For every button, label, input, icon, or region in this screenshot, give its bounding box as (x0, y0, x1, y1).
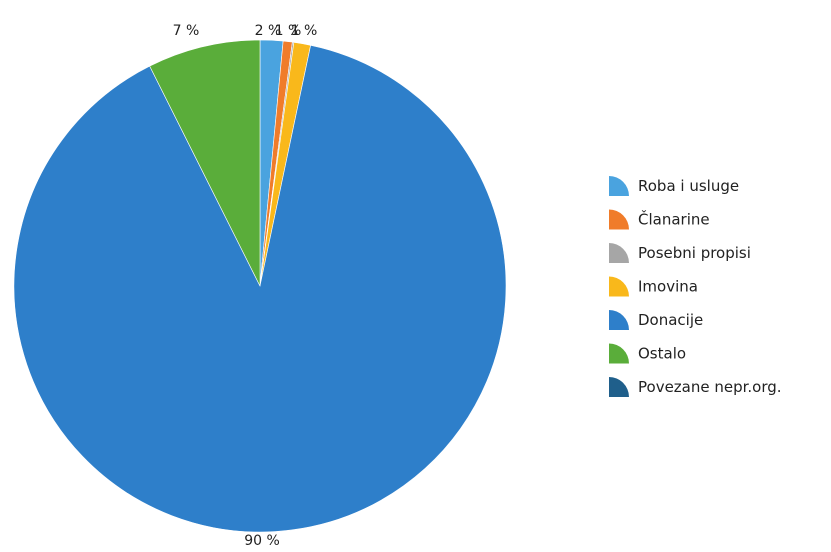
legend-marker (609, 343, 629, 364)
percent-labels: 2 %1 %1 %90 %7 % (173, 23, 318, 549)
legend-label: Donacije (638, 311, 703, 329)
percent-label-4: 90 % (244, 533, 280, 549)
percent-label-3: 1 % (291, 23, 318, 39)
legend: Roba i usluge Članarine Posebni propisi Imo… (609, 176, 782, 397)
legend-label: Posebni propisi (638, 244, 751, 262)
percent-label-0: 2 % (255, 23, 282, 39)
legend-marker (609, 377, 629, 397)
legend-label: Imovina (638, 278, 698, 296)
legend-label: Povezane nepr.org. (638, 378, 782, 396)
pie-slice-donacije (13, 44, 507, 533)
pie-slices (13, 39, 507, 533)
legend-label: Članarine (638, 210, 710, 229)
legend-label: Roba i usluge (638, 177, 739, 195)
legend-marker (609, 276, 629, 297)
percent-label-5: 7 % (173, 23, 200, 39)
legend-label: Ostalo (638, 345, 686, 363)
legend-marker (609, 209, 629, 230)
legend-marker (609, 176, 629, 196)
percent-label-1: 1 % (275, 23, 302, 39)
pie-slice-ostalo (149, 39, 261, 287)
legend-marker (609, 310, 629, 330)
legend-marker (609, 243, 629, 263)
